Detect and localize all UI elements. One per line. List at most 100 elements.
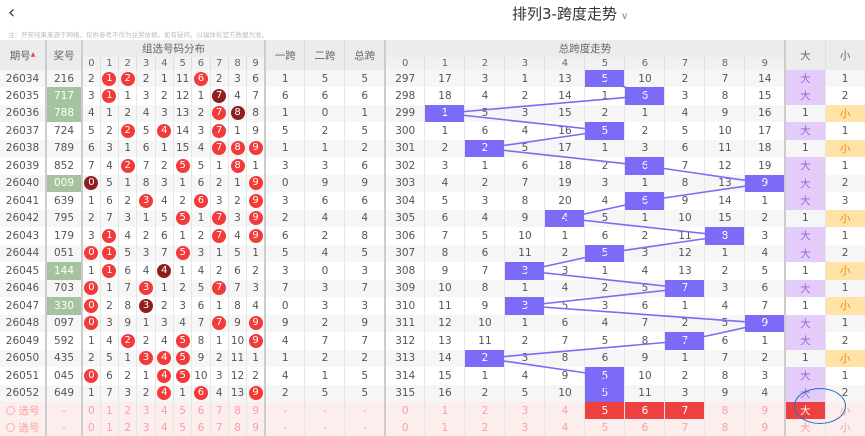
trend-cell: 4 (744, 384, 787, 402)
select-trend-digit[interactable]: 0 (384, 402, 426, 419)
select-trend-digit[interactable]: 4 (544, 402, 586, 419)
trend-cell: 9 (424, 262, 466, 280)
distribution-cell: 4 (210, 384, 229, 402)
select-dist-digit[interactable]: 8 (228, 402, 248, 419)
trend-cell: 4 (664, 104, 706, 122)
select-trend-digit[interactable]: 3 (504, 402, 546, 419)
distribution-cell: 1 (100, 70, 120, 87)
select-trend-digit[interactable]: 8 (704, 402, 746, 419)
trend-digit-header: 8 (704, 57, 746, 70)
distribution-cell: 2 (210, 349, 229, 367)
issue-cell: 26038 (0, 139, 47, 157)
select-dist-digit[interactable]: 1 (100, 402, 120, 419)
select-dist-digit[interactable]: 7 (210, 402, 229, 419)
table-row: 26047 330 0 2 8 3 2 3 6 1 8 4 0 3 3 310 11 9 3 5 3 6 1 4 7 1 小 (0, 297, 865, 315)
dist-digit-header: 3 (136, 57, 156, 70)
small-cell: 小 (825, 209, 865, 227)
span2-cell: 2 (304, 227, 346, 245)
distribution-cell: 1 (155, 139, 174, 157)
select-label-text: 选号 (18, 405, 40, 417)
select-dist-digit[interactable]: 4 (155, 402, 174, 419)
select-trend-digit[interactable]: 2 (464, 402, 506, 419)
trend-cell: 7 (504, 174, 546, 192)
column-issue[interactable]: 期号▲ (0, 40, 47, 70)
select-dist-digit[interactable]: 3 (136, 402, 156, 419)
hit-ball: 3 (139, 351, 154, 366)
trend-cell: 301 (384, 139, 426, 157)
draw-number-cell: 703 (46, 279, 83, 297)
trend-cell: 4 (624, 262, 666, 280)
span1-cell: 5 (264, 122, 306, 140)
trend-cell: 2 (744, 209, 787, 227)
draw-number-cell: 789 (46, 139, 83, 157)
span-marker-cell: 5 (584, 244, 626, 262)
small-cell: 2 (825, 87, 865, 105)
span-marker-cell: 2 (464, 349, 506, 367)
distribution-cell: 5 (155, 209, 174, 227)
page-title-dropdown[interactable]: 排列3-跨度走势 ∨ (512, 3, 628, 24)
distribution-cell: 1 (100, 104, 120, 122)
span2-cell: 3 (304, 157, 346, 175)
select-dist-digit[interactable]: 6 (191, 402, 211, 419)
back-button[interactable]: ‹ (8, 2, 15, 23)
select-dist-digit[interactable]: 2 (118, 402, 138, 419)
trend-cell: 4 (744, 244, 787, 262)
hit-ball: 8 (230, 158, 245, 173)
distribution-cell: 3 (82, 87, 101, 105)
distribution-cell: 7 (155, 244, 174, 262)
select-trend-digit[interactable]: 9 (744, 402, 787, 419)
trend-cell: 308 (384, 262, 426, 280)
trend-cell: 13 (544, 70, 586, 87)
distribution-cell: 6 (191, 70, 211, 87)
trend-cell: 302 (384, 157, 426, 175)
trend-cell: 6 (584, 349, 626, 367)
hit-ball: 9 (248, 316, 263, 331)
span-total-cell: 5 (344, 70, 386, 87)
select-trend-digit[interactable]: 7 (664, 402, 706, 419)
issue-cell: 26037 (0, 122, 47, 140)
trend-cell: 4 (424, 174, 466, 192)
distribution-cell: 1 (82, 384, 101, 402)
trend-cell: 1 (624, 104, 666, 122)
trend-cell: 310 (384, 297, 426, 315)
distribution-cell: 6 (191, 174, 211, 192)
distribution-cell: 9 (246, 227, 266, 245)
distribution-cell: 6 (191, 384, 211, 402)
trend-digit-header: 9 (744, 57, 787, 70)
span2-cell: 0 (304, 104, 346, 122)
trend-cell: 5 (704, 314, 746, 332)
select-dist-digit[interactable]: 5 (173, 402, 193, 419)
trend-cell: 7 (464, 262, 506, 280)
distribution-cell: 10 (228, 332, 248, 350)
small-cell: 1 (825, 279, 865, 297)
big-cell: 大 (785, 87, 826, 105)
span-marker-cell: 7 (664, 279, 706, 297)
distribution-cell: 2 (100, 122, 120, 140)
distribution-cell: 6 (100, 192, 120, 210)
distribution-cell: 0 (82, 174, 101, 192)
small-cell: 2 (825, 174, 865, 192)
trend-cell: 5 (544, 297, 586, 315)
select-label[interactable]: 选号 (0, 402, 47, 419)
sort-icon[interactable]: ▲ (30, 50, 36, 58)
select-trend-digit[interactable]: 1 (424, 402, 466, 419)
trend-cell: 7 (544, 332, 586, 350)
dist-digit-header: 2 (118, 57, 138, 70)
select-dist-digit[interactable]: 0 (82, 402, 101, 419)
distribution-cell: 7 (136, 157, 156, 175)
trend-cell: 9 (664, 192, 706, 210)
distribution-cell: 7 (210, 87, 229, 105)
table-row: 26037 724 5 2 2 5 4 14 3 7 1 9 5 2 5 300 1 6 4 16 5 2 5 10 17 大 1 (0, 122, 865, 140)
trend-cell: 5 (504, 384, 546, 402)
distribution-cell: 7 (210, 227, 229, 245)
radio-icon[interactable] (5, 406, 15, 415)
span-total-cell: 5 (344, 244, 386, 262)
select-trend-digit[interactable]: 6 (624, 402, 666, 419)
trend-cell: 9 (504, 209, 546, 227)
select-trend-digit[interactable]: 5 (584, 402, 626, 419)
table-row: 26044 051 0 1 5 3 7 5 3 1 5 1 5 4 5 307 8 6 11 2 5 3 12 1 4 大 2 (0, 244, 865, 262)
select-dist-digit[interactable]: 9 (246, 402, 266, 419)
trend-cell: 13 (664, 262, 706, 280)
hit-ball: 3 (139, 281, 154, 296)
hit-ball: 6 (193, 386, 208, 401)
